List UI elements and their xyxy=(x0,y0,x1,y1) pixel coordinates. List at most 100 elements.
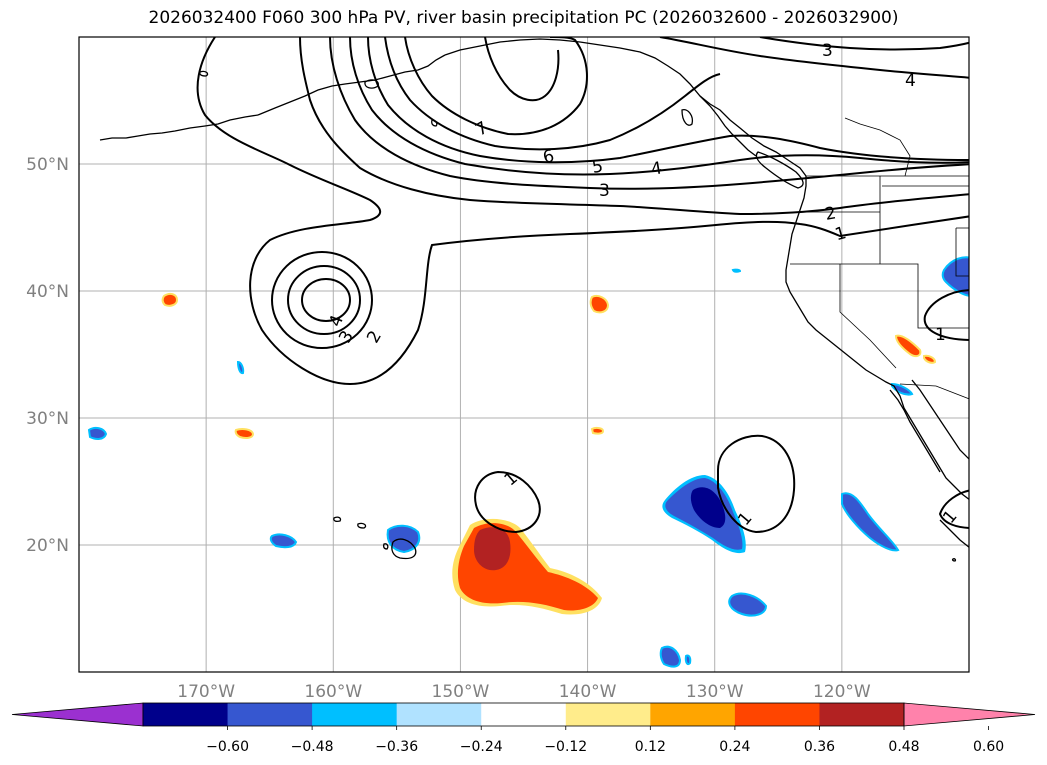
hawaii-island xyxy=(333,516,342,523)
pv-closed-contour xyxy=(923,289,969,341)
contour-label: 4 xyxy=(650,158,664,180)
lon-tick-label: 130°W xyxy=(686,682,744,702)
positive-precip-area-max xyxy=(474,527,511,571)
colorbar-segment xyxy=(481,703,567,726)
lon-tick-label: 120°W xyxy=(813,682,871,702)
negative-precip-area xyxy=(728,592,768,617)
gulf-of-california xyxy=(911,379,969,460)
colorbar-segment xyxy=(312,703,398,726)
lon-tick-label: 160°W xyxy=(304,682,362,702)
lat-tick-label: 50°N xyxy=(26,155,69,175)
hawaii-island xyxy=(382,543,389,550)
colorbar-extension-min xyxy=(11,702,144,727)
negative-precip-spot xyxy=(684,654,692,666)
colorbar-tick-label: −0.24 xyxy=(460,739,503,755)
vancouver-island xyxy=(755,151,804,189)
hawaii-big-island xyxy=(391,538,417,560)
contour-label: 4 xyxy=(325,312,347,329)
colorbar-tick-label: 0.36 xyxy=(804,739,835,755)
positive-precip-spot xyxy=(161,292,179,307)
pv-contour-5 xyxy=(367,37,969,164)
negative-precip-area xyxy=(941,256,969,297)
canada-province-border xyxy=(844,117,911,177)
colorbar-segment xyxy=(143,703,229,726)
contour-label: 1 xyxy=(939,507,961,528)
negative-precip-spot xyxy=(891,382,914,396)
pv-cyclone-ring xyxy=(287,265,361,335)
lat-tick-label: 20°N xyxy=(26,536,69,556)
contour-label: 1 xyxy=(833,223,849,245)
positive-precip-spot xyxy=(234,428,255,439)
contour-label: 3 xyxy=(599,181,610,201)
positive-precip-spot xyxy=(589,295,610,314)
us-mexico-border xyxy=(899,383,969,400)
mexico-coast xyxy=(939,519,969,549)
pv-contour-2 xyxy=(299,37,969,216)
pv-contour-6 xyxy=(384,37,721,151)
colorbar-tick-label: 0.48 xyxy=(888,739,919,755)
colorbar-segment xyxy=(396,703,482,726)
precip-shading xyxy=(87,256,969,668)
colorbar-extension-max xyxy=(903,702,1036,727)
contour-label: 1 xyxy=(501,468,522,490)
pv-contour-8 xyxy=(659,37,969,79)
aleutian-islands xyxy=(99,114,259,141)
colorbar-segment xyxy=(650,703,736,726)
negative-precip-area xyxy=(841,492,900,552)
negative-precip-spot xyxy=(731,268,742,273)
colorbar-segment xyxy=(819,703,905,726)
colorbar-tick-label: 0.24 xyxy=(719,739,750,755)
pv-contour-3 xyxy=(329,37,969,190)
pv-contour-4 xyxy=(349,37,969,176)
hawaii-island xyxy=(357,522,367,529)
pv-closed-contour xyxy=(474,470,541,534)
colorbar-tick-label: 0.12 xyxy=(635,739,666,755)
contour-label: 3 xyxy=(335,327,358,346)
colorbar: −0.60 −0.48 −0.36 −0.24 −0.12 0.12 0.24 0.36 0.4… xyxy=(11,702,1036,755)
positive-precip-spot xyxy=(923,354,937,364)
contour-label: 6 xyxy=(541,146,557,168)
state-border xyxy=(955,227,969,277)
colorbar-segment xyxy=(734,703,820,726)
negative-precip-area-max xyxy=(690,487,726,528)
colorbar-tick-label: −0.12 xyxy=(544,739,587,755)
positive-precip-spot xyxy=(590,426,605,435)
colorbar-outline xyxy=(142,702,905,727)
contour-label: 2 xyxy=(363,327,386,346)
colorbar-segment xyxy=(565,703,651,726)
coastlines xyxy=(99,38,969,562)
colorbar-tick-label: −0.36 xyxy=(375,739,418,755)
negative-precip-area xyxy=(659,645,682,668)
map-frame xyxy=(78,36,970,673)
longitude-labels: 170°W 160°W 150°W 140°W 130°W 120°W xyxy=(177,682,871,702)
colorbar-tick-label: −0.48 xyxy=(291,739,334,755)
lon-tick-label: 140°W xyxy=(559,682,617,702)
colorbar-segment xyxy=(227,703,313,726)
negative-precip-spot xyxy=(87,426,108,440)
negative-precip-spot xyxy=(269,533,298,549)
alaska-peninsula xyxy=(257,54,446,116)
pv-cyclone-ring xyxy=(271,251,373,349)
contour-label: 5 xyxy=(591,156,605,178)
pv-contours xyxy=(196,37,969,534)
state-border xyxy=(839,264,897,369)
state-border xyxy=(790,263,969,329)
lat-tick-label: 40°N xyxy=(26,282,69,302)
haida-gwaii xyxy=(681,109,694,126)
alaska-coast xyxy=(444,38,757,157)
pv-contour-7 xyxy=(404,37,588,136)
contour-label: 2 xyxy=(824,203,838,225)
map-title: 2026032400 F060 300 hPa PV, river basin … xyxy=(148,8,899,28)
lat-tick-label: 30°N xyxy=(26,409,69,429)
negative-precip-spot xyxy=(236,360,245,375)
us-west-coast xyxy=(785,176,969,501)
lon-tick-label: 150°W xyxy=(432,682,490,702)
pv-contour-1 xyxy=(196,37,969,386)
bc-coast xyxy=(699,95,807,177)
latitude-labels: 20°N 30°N 40°N 50°N xyxy=(26,155,69,556)
positive-precip-spot xyxy=(894,334,922,358)
pv-closed-contour xyxy=(717,434,796,534)
baja-california xyxy=(889,389,941,473)
contour-labels: 1 1 1 1 1 1 2 2 3 3 3 4 4 4 5 6 7 xyxy=(325,41,961,530)
